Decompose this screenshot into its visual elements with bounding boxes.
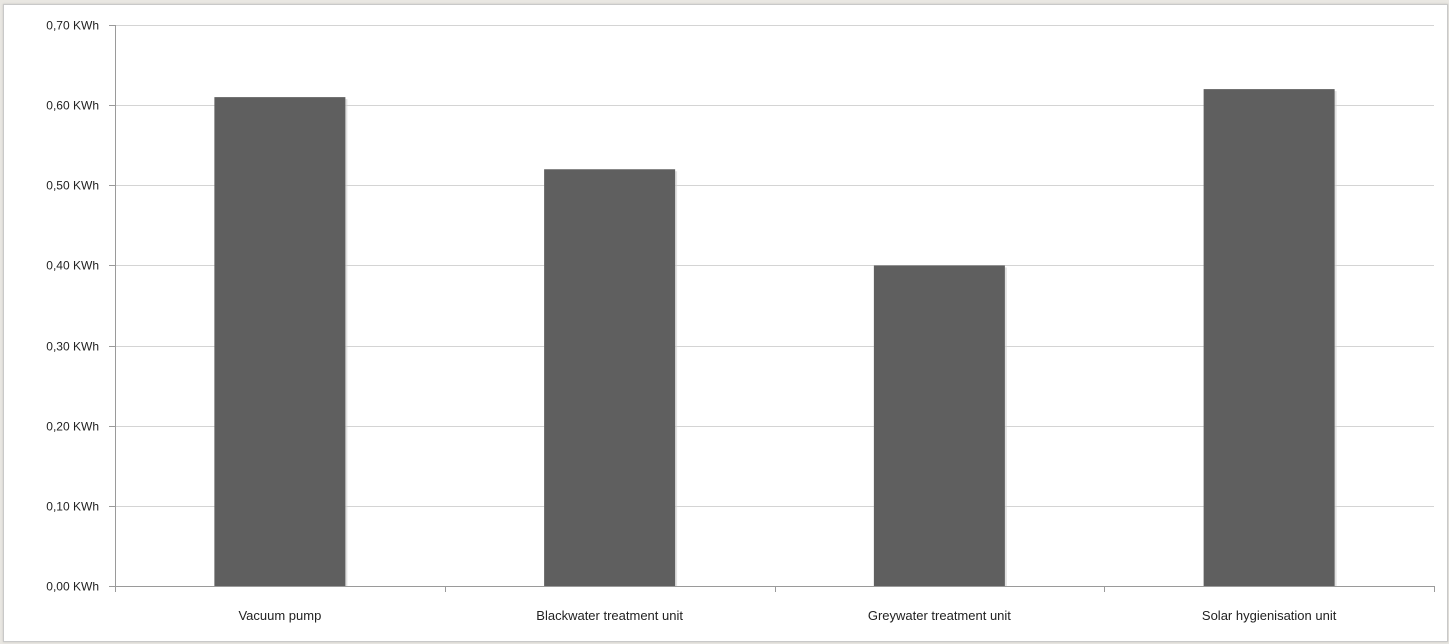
y-tick-label: 0,70 KWh	[46, 19, 99, 33]
y-tick-label: 0,20 KWh	[46, 420, 99, 434]
bar-2	[873, 265, 1005, 586]
x-category-label: Vacuum pump	[238, 608, 321, 623]
y-tick-label: 0,30 KWh	[46, 340, 99, 354]
x-category-label: Solar hygienisation unit	[1202, 608, 1337, 623]
y-tick-label: 0,50 KWh	[46, 179, 99, 193]
y-axis-ticks: 0,00 KWh 0,10 KWh 0,20 KWh 0,30 KWh 0,40 KWh…	[46, 19, 115, 594]
y-tick-label: 0,60 KWh	[46, 99, 99, 113]
x-axis-labels: Vacuum pump Blackwater treatment unit Grey…	[238, 608, 1336, 623]
x-category-label: Blackwater treatment unit	[536, 608, 683, 623]
x-category-label: Greywater treatment unit	[868, 608, 1011, 623]
y-tick-label: 0,10 KWh	[46, 500, 99, 514]
y-tick-label: 0,00 KWh	[46, 580, 99, 594]
bars	[214, 89, 1337, 586]
bar-3	[1203, 89, 1335, 586]
bar-1	[544, 169, 676, 586]
y-tick-label: 0,40 KWh	[46, 259, 99, 273]
axes	[115, 25, 1435, 592]
bar-0	[214, 97, 346, 586]
